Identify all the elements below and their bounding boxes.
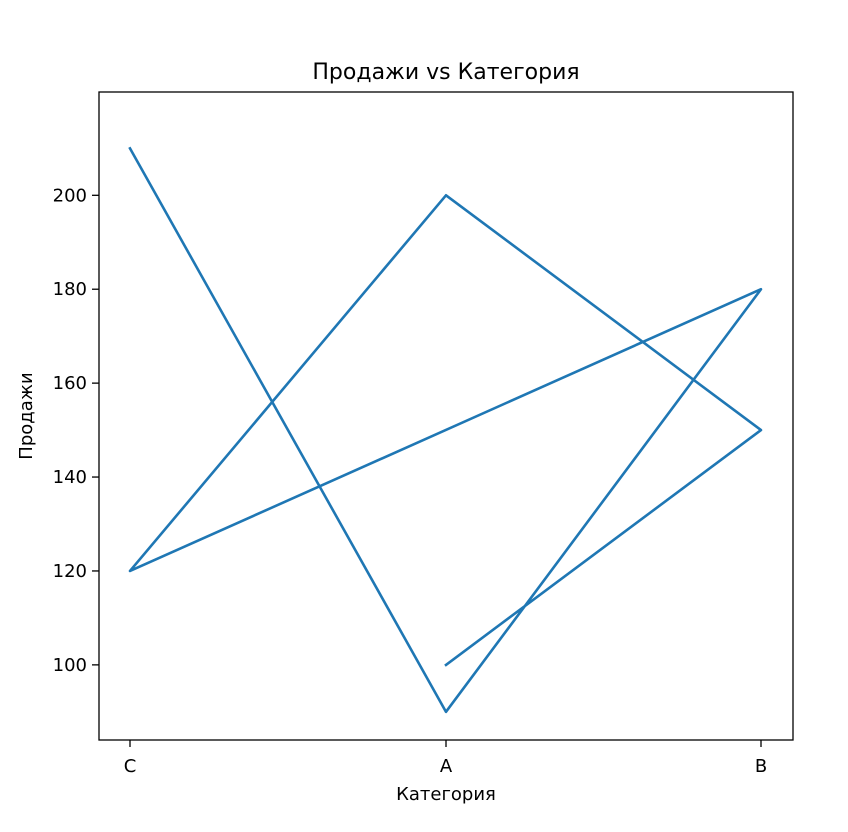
y-tick-label-160: 160 [53, 373, 87, 394]
x-tick-label-B: B [755, 756, 767, 777]
chart-title: Продажи vs Категория [312, 60, 579, 85]
y-axis-label: Продажи [16, 372, 37, 459]
x-tick-label-A: A [440, 756, 453, 777]
y-tick-label-100: 100 [53, 655, 87, 676]
y-tick-label-140: 140 [53, 467, 87, 488]
y-tick-label-180: 180 [53, 279, 87, 300]
plot-area [128, 146, 763, 714]
y-tick-label-200: 200 [53, 185, 87, 206]
y-axis: 100 120 140 160 180 200 [53, 185, 99, 676]
x-tick-label-C: C [124, 756, 137, 777]
series-line-0 [128, 146, 763, 714]
x-axis-label: Категория [396, 784, 496, 805]
y-tick-label-120: 120 [53, 561, 87, 582]
plot-frame [98, 91, 794, 741]
